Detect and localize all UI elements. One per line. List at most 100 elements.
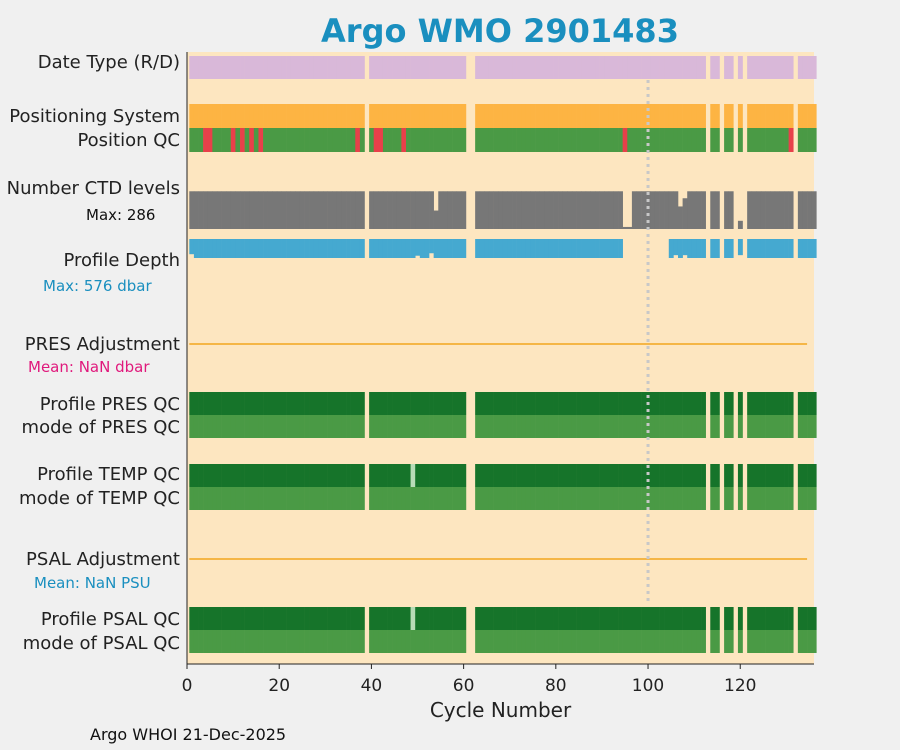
mode-temp-qc-bar-cycle-134 bbox=[802, 487, 808, 510]
date-type-bar-cycle-81 bbox=[558, 56, 564, 79]
mode-temp-qc-bar-cycle-89 bbox=[595, 487, 600, 510]
positioning-bar-cycle-124 bbox=[756, 104, 762, 128]
mode-pres-qc-bar-cycle-29 bbox=[318, 415, 324, 438]
positioning-bar-cycle-72 bbox=[516, 104, 522, 128]
profile-pres-qc-bar-cycle-109 bbox=[687, 392, 693, 415]
profile-psal-qc-bar-cycle-7 bbox=[216, 607, 222, 630]
mode-temp-qc-bar-cycle-24 bbox=[295, 487, 301, 510]
mode-temp-qc-bar-cycle-91 bbox=[604, 487, 610, 510]
mode-temp-qc-bar-cycle-31 bbox=[327, 487, 333, 510]
profile-psal-qc-bar-cycle-28 bbox=[313, 607, 319, 630]
mode-pres-qc-bar-cycle-13 bbox=[244, 415, 250, 438]
profile-pres-qc-bar-cycle-101 bbox=[650, 392, 656, 415]
profile-psal-qc-bar-cycle-80 bbox=[553, 607, 559, 630]
positioning-bar-cycle-27 bbox=[309, 104, 315, 128]
positioning-bar-cycle-58 bbox=[452, 104, 458, 128]
date-type-bar-cycle-130 bbox=[784, 56, 789, 79]
mode-psal-qc-bar-cycle-71 bbox=[512, 630, 517, 653]
profile-depth-bar-cycle-55 bbox=[438, 239, 444, 258]
position-qc-bar-cycle-134 bbox=[802, 128, 808, 152]
ctd-levels-bar-cycle-42 bbox=[378, 191, 384, 229]
positioning-bar-cycle-76 bbox=[535, 104, 540, 128]
profile-depth-bar-cycle-2 bbox=[193, 239, 199, 258]
mode-temp-qc-bar-cycle-59 bbox=[456, 487, 462, 510]
mode-temp-qc-bar-cycle-20 bbox=[276, 487, 282, 510]
date-type-bar-cycle-118 bbox=[728, 56, 734, 79]
mode-pres-qc-bar-cycle-10 bbox=[230, 415, 236, 438]
positioning-bar-cycle-19 bbox=[272, 104, 278, 128]
profile-psal-qc-bar-cycle-58 bbox=[452, 607, 458, 630]
profile-pres-qc-bar-cycle-114 bbox=[710, 392, 716, 415]
positioning-bar-cycle-5 bbox=[207, 104, 213, 128]
date-type-bar-cycle-102 bbox=[654, 56, 660, 79]
profile-depth-bar-cycle-31 bbox=[327, 239, 333, 258]
mode-temp-qc-bar-cycle-30 bbox=[323, 487, 328, 510]
mode-pres-qc-bar-cycle-122 bbox=[747, 415, 753, 438]
ctd-levels-bar-cycle-102 bbox=[654, 191, 660, 229]
profile-temp-qc-bar-cycle-21 bbox=[281, 464, 287, 487]
profile-pres-qc-bar-cycle-129 bbox=[779, 392, 785, 415]
profile-pres-qc-bar-cycle-107 bbox=[677, 392, 683, 415]
label-pres-adjustment: PRES Adjustment bbox=[24, 334, 180, 355]
position-qc-bar-cycle-67 bbox=[493, 128, 499, 152]
profile-psal-qc-bar-cycle-112 bbox=[701, 607, 706, 630]
mode-psal-qc-bar-cycle-108 bbox=[682, 630, 688, 653]
profile-pres-qc-bar-cycle-118 bbox=[728, 392, 734, 415]
profile-psal-qc-bar-cycle-22 bbox=[286, 607, 292, 630]
profile-pres-qc-bar-cycle-17 bbox=[263, 392, 268, 415]
ctd-levels-bar-cycle-88 bbox=[590, 191, 596, 229]
mode-psal-qc-bar-cycle-16 bbox=[258, 630, 264, 653]
ctd-levels-bar-cycle-118 bbox=[728, 191, 734, 229]
positioning-bar-cycle-86 bbox=[581, 104, 587, 128]
profile-psal-qc-bar-cycle-93 bbox=[613, 607, 619, 630]
profile-temp-qc-bar-cycle-23 bbox=[290, 464, 296, 487]
date-type-bar-cycle-25 bbox=[299, 56, 305, 79]
mode-pres-qc-bar-cycle-95 bbox=[622, 415, 628, 438]
mode-temp-qc-bar-cycle-34 bbox=[341, 487, 347, 510]
profile-pres-qc-bar-cycle-24 bbox=[295, 392, 301, 415]
date-type-bar-cycle-101 bbox=[650, 56, 656, 79]
mode-temp-qc-bar-cycle-99 bbox=[641, 487, 647, 510]
position-qc-bar-cycle-104 bbox=[664, 128, 670, 152]
mode-temp-qc-bar-cycle-48 bbox=[405, 487, 411, 510]
profile-psal-qc-bar-cycle-24 bbox=[295, 607, 301, 630]
mode-temp-qc-bar-cycle-73 bbox=[521, 487, 527, 510]
profile-depth-bar-cycle-53 bbox=[429, 239, 434, 254]
position-qc-bar-cycle-75 bbox=[530, 128, 536, 152]
date-type-bar-cycle-7 bbox=[216, 56, 222, 79]
date-type-bar-cycle-79 bbox=[548, 56, 554, 79]
profile-temp-qc-bar-cycle-26 bbox=[304, 464, 310, 487]
date-type-bar-cycle-21 bbox=[281, 56, 287, 79]
profile-depth-bar-cycle-35 bbox=[346, 239, 351, 258]
mode-psal-qc-bar-cycle-30 bbox=[323, 630, 328, 653]
positioning-bar-cycle-63 bbox=[475, 104, 481, 128]
mode-temp-qc-bar-cycle-46 bbox=[396, 487, 402, 510]
profile-pres-qc-bar-cycle-46 bbox=[396, 392, 402, 415]
position-qc-bar-cycle-14 bbox=[249, 128, 255, 152]
profile-psal-qc-bar-cycle-107 bbox=[677, 607, 683, 630]
date-type-bar-cycle-123 bbox=[751, 56, 757, 79]
ctd-levels-bar-cycle-24 bbox=[295, 191, 301, 229]
mode-temp-qc-bar-cycle-131 bbox=[788, 487, 794, 510]
positioning-bar-cycle-17 bbox=[263, 104, 268, 128]
positioning-bar-cycle-82 bbox=[562, 104, 568, 128]
positioning-bar-cycle-68 bbox=[498, 104, 504, 128]
position-qc-bar-cycle-92 bbox=[608, 128, 614, 152]
ctd-levels-bar-cycle-44 bbox=[387, 191, 393, 229]
position-qc-bar-cycle-96 bbox=[627, 128, 633, 152]
profile-temp-qc-bar-cycle-5 bbox=[207, 464, 213, 487]
profile-pres-qc-bar-cycle-57 bbox=[447, 392, 453, 415]
date-type-bar-cycle-55 bbox=[438, 56, 444, 79]
ctd-levels-bar-cycle-57 bbox=[447, 191, 453, 229]
mode-psal-qc-bar-cycle-85 bbox=[576, 630, 582, 653]
mode-temp-qc-bar-cycle-67 bbox=[493, 487, 499, 510]
mode-temp-qc-bar-cycle-114 bbox=[710, 487, 716, 510]
profile-pres-qc-bar-cycle-81 bbox=[558, 392, 564, 415]
ctd-levels-bar-cycle-5 bbox=[207, 191, 213, 229]
mode-pres-qc-bar-cycle-59 bbox=[456, 415, 462, 438]
profile-psal-qc-bar-cycle-111 bbox=[696, 607, 702, 630]
date-type-bar-cycle-75 bbox=[530, 56, 536, 79]
mode-pres-qc-bar-cycle-84 bbox=[571, 415, 577, 438]
mode-psal-qc-bar-cycle-52 bbox=[424, 630, 430, 653]
position-qc-bar-cycle-1 bbox=[189, 128, 195, 152]
